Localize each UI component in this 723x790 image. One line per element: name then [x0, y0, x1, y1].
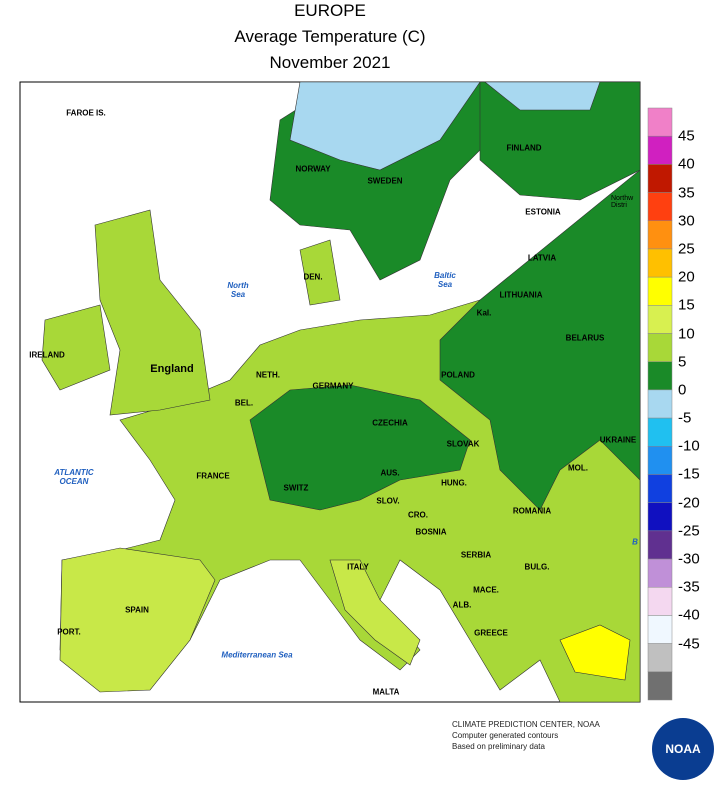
place-label: Kal. — [476, 308, 492, 318]
legend-swatch — [647, 361, 673, 391]
place-label: SWITZ — [283, 483, 309, 493]
place-label: DEN. — [303, 272, 323, 282]
note: Based on preliminary data — [452, 742, 545, 751]
water-label: North Sea — [227, 281, 249, 299]
place-label: MALTA — [372, 687, 400, 697]
place-label: BOSNIA — [415, 527, 447, 537]
subtitle: Average Temperature (C) — [234, 27, 426, 46]
legend-swatch — [647, 586, 673, 616]
place-label: ITALY — [347, 562, 369, 572]
place-label: MACE. — [473, 585, 499, 595]
place-label: CZECHIA — [372, 418, 408, 428]
water-label: Baltic Sea — [434, 271, 456, 289]
legend-tick-label: 25 — [678, 240, 695, 258]
place-label: MOL. — [568, 463, 588, 473]
place-label: FINLAND — [506, 143, 542, 153]
place-label: BEL. — [234, 398, 254, 408]
legend-tick-label: -25 — [678, 522, 700, 540]
legend-tick-label: 15 — [678, 296, 695, 314]
legend-tick-label: 20 — [678, 268, 695, 286]
legend-tick-label: 5 — [678, 353, 687, 371]
legend-swatch — [647, 615, 673, 644]
place-label: SPAIN — [125, 605, 149, 615]
legend-tick-label: -30 — [678, 550, 700, 568]
place-label: HUNG. — [441, 478, 467, 488]
legend-tick-label: -5 — [678, 409, 692, 427]
place-label: CRO. — [408, 510, 428, 520]
place-label: BELARUS — [565, 333, 605, 343]
place-label: NETH. — [256, 370, 280, 380]
legend-tick-label: 10 — [678, 325, 695, 343]
place-label: BULG. — [524, 562, 550, 572]
place-label: PORT. — [57, 627, 81, 637]
title: EUROPE — [294, 1, 366, 20]
place-label: ROMANIA — [512, 506, 552, 516]
legend-tick-label: 30 — [678, 212, 695, 230]
legend-tick-label: -10 — [678, 437, 700, 455]
place-label: England — [150, 363, 194, 375]
place-label: SLOV. — [376, 496, 400, 506]
place-label: SWEDEN — [367, 176, 403, 186]
legend-swatch — [647, 643, 673, 673]
place-label: Northw Distri — [611, 195, 634, 209]
legend-swatch — [647, 558, 673, 588]
legend-swatch — [647, 417, 673, 447]
water-label: Mediterranean Sea — [221, 650, 293, 660]
note: Computer generated contours — [452, 731, 559, 740]
legend-tick-label: 35 — [678, 184, 695, 202]
place-label: ESTONIA — [525, 207, 561, 217]
legend-swatch — [647, 671, 673, 701]
legend-swatch — [647, 220, 673, 250]
place-label: SLOVAK — [446, 439, 480, 449]
legend-swatch — [647, 135, 673, 165]
legend-swatch — [647, 446, 673, 475]
legend-tick-label: 0 — [678, 381, 687, 399]
noaa-logo: NOAA — [652, 718, 714, 780]
place-label: IRELAND — [29, 350, 65, 360]
legend-tick-label: -40 — [678, 606, 700, 624]
legend-swatch — [647, 333, 673, 362]
period: November 2021 — [269, 53, 391, 72]
source: CLIMATE PREDICTION CENTER, NOAA — [452, 720, 600, 729]
legend-tick-label: 40 — [678, 155, 695, 173]
legend-swatch — [647, 389, 673, 419]
legend-tick-label: -45 — [678, 635, 700, 653]
legend-swatch — [647, 107, 673, 137]
place-label: POLAND — [441, 370, 475, 380]
place-label: UKRAINE — [599, 435, 637, 445]
legend-swatch — [647, 530, 673, 560]
place-label: SERBIA — [460, 550, 492, 560]
place-label: LITHUANIA — [499, 290, 543, 300]
place-label: AUS. — [380, 468, 400, 478]
water-label: ATLANTIC OCEAN — [54, 468, 94, 486]
legend-swatch — [647, 248, 673, 278]
legend-swatch — [647, 164, 673, 193]
legend-tick-label: 45 — [678, 127, 695, 145]
place-label: FRANCE — [196, 471, 230, 481]
legend-swatch — [647, 192, 673, 222]
water-label: B — [632, 537, 638, 547]
place-label: ALB. — [452, 600, 472, 610]
place-label: GREECE — [474, 628, 508, 638]
place-label: LATVIA — [527, 253, 557, 263]
place-label: GERMANY — [312, 381, 354, 391]
place-label: NORWAY — [295, 164, 331, 174]
legend-swatch — [647, 502, 673, 532]
legend-tick-label: -20 — [678, 494, 700, 512]
legend-tick-label: -15 — [678, 465, 700, 483]
land — [41, 81, 641, 703]
legend-swatch — [647, 276, 673, 306]
legend-tick-label: -35 — [678, 578, 700, 596]
legend-swatch — [647, 305, 673, 334]
place-label: FAROE IS. — [66, 108, 106, 118]
legend-swatch — [647, 474, 673, 503]
